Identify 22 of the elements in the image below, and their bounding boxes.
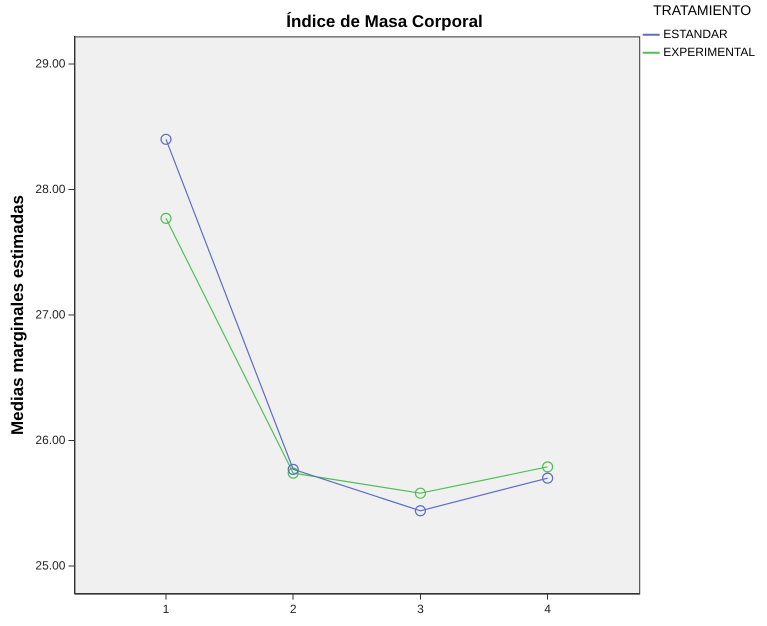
point bbox=[542, 461, 554, 472]
legend-title: TRATAMIENTO bbox=[653, 2, 752, 18]
legend-label: EXPERIMENTAL bbox=[663, 45, 756, 60]
point bbox=[414, 505, 426, 516]
y-tick-label: 29.00 bbox=[35, 56, 66, 70]
x-tick-label: 1 bbox=[162, 602, 170, 616]
x-tick-label: 2 bbox=[290, 602, 297, 616]
y-axis-title: Medias marginales estimadas bbox=[8, 194, 27, 436]
y-tick-label: 25.00 bbox=[35, 558, 66, 572]
point bbox=[288, 464, 299, 475]
y-tick-label: 27.00 bbox=[35, 307, 66, 322]
point bbox=[160, 134, 172, 145]
point bbox=[414, 488, 426, 499]
legend-label: ESTANDAR bbox=[663, 27, 728, 42]
point bbox=[160, 212, 172, 224]
point bbox=[288, 468, 299, 479]
y-tick-label: 28.00 bbox=[35, 182, 66, 196]
chart-title: Índice de Masa Corporal bbox=[286, 10, 483, 31]
x-tick-label: 4 bbox=[544, 602, 552, 616]
x-tick-label: 3 bbox=[417, 602, 424, 616]
point bbox=[542, 472, 554, 484]
y-tick-label: 26.00 bbox=[35, 432, 66, 447]
